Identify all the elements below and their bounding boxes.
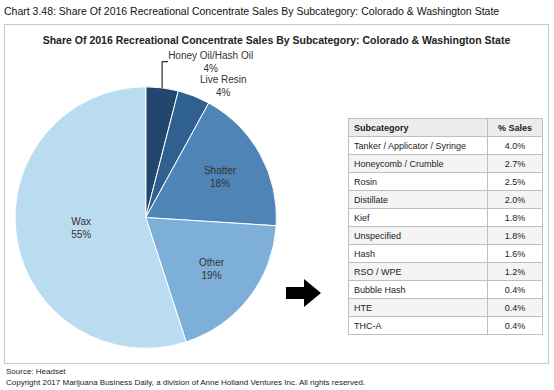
html-text:1.2%: 1.2%	[504, 266, 526, 277]
svg-text:Wax55%: Wax55%	[71, 216, 91, 240]
html-text:Source: Headset: Source: Headset	[6, 367, 66, 376]
html-text:4.0%: 4.0%	[504, 140, 526, 151]
html-text:Unspecified: Unspecified	[354, 230, 401, 241]
html-text:% Sales: % Sales	[498, 122, 532, 133]
html-text:Subcategory: Subcategory	[354, 122, 409, 133]
html-text:0.4%: 0.4%	[504, 284, 526, 295]
html-text:HTE: HTE	[354, 302, 372, 313]
html-text:0.4%: 0.4%	[504, 302, 526, 313]
svg-text:Honey Oil/Hash Oil4%: Honey Oil/Hash Oil4%	[168, 50, 253, 74]
html-text:Copyright 2017 Marijuana Busin: Copyright 2017 Marijuana Business Daily,…	[6, 378, 366, 387]
html-text:1.6%: 1.6%	[504, 248, 526, 259]
svg-text:Live Resin4%: Live Resin4%	[200, 74, 247, 98]
html-text:THC-A: THC-A	[354, 320, 382, 331]
html-text:Tanker / Applicator / Syringe: Tanker / Applicator / Syringe	[354, 140, 467, 151]
html-text:Honeycomb / Crumble: Honeycomb / Crumble	[354, 158, 444, 169]
svg-text:Share Of 2016 Recreational Con: Share Of 2016 Recreational Concentrate S…	[43, 34, 511, 46]
html-text:Rosin: Rosin	[354, 176, 377, 187]
html-text:2.5%: 2.5%	[504, 176, 526, 187]
html-text:1.8%: 1.8%	[504, 212, 526, 223]
html-text:RSO / WPE: RSO / WPE	[354, 266, 402, 277]
html-text:2.7%: 2.7%	[504, 158, 526, 169]
html-text:Hash: Hash	[354, 248, 375, 259]
html-text:2.0%: 2.0%	[504, 194, 526, 205]
html-text:0.4%: 0.4%	[504, 320, 526, 331]
svg-text:Other19%: Other19%	[199, 257, 225, 281]
html-text:Chart 3.48: Share Of 2016 Recr: Chart 3.48: Share Of 2016 Recreational C…	[4, 5, 500, 17]
html-text:1.8%: 1.8%	[504, 230, 526, 241]
svg-text:Shatter18%: Shatter18%	[204, 165, 237, 189]
html-text:Distillate: Distillate	[354, 194, 388, 205]
html-text:Kief: Kief	[354, 212, 370, 223]
html-text:Bubble Hash: Bubble Hash	[354, 284, 406, 295]
